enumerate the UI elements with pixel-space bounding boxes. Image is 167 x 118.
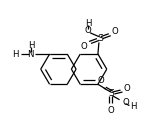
Text: S: S xyxy=(109,89,115,98)
Text: N: N xyxy=(27,50,34,59)
Text: O: O xyxy=(123,98,129,107)
Text: O: O xyxy=(107,105,114,115)
Text: O: O xyxy=(124,84,130,93)
Text: H: H xyxy=(130,102,137,111)
Text: H: H xyxy=(28,41,34,50)
Text: S: S xyxy=(97,34,103,43)
Text: H: H xyxy=(13,50,19,59)
Text: O: O xyxy=(80,42,87,51)
Text: H: H xyxy=(85,19,91,28)
Text: O: O xyxy=(98,76,104,85)
Text: O: O xyxy=(112,27,118,36)
Text: O: O xyxy=(85,26,92,35)
